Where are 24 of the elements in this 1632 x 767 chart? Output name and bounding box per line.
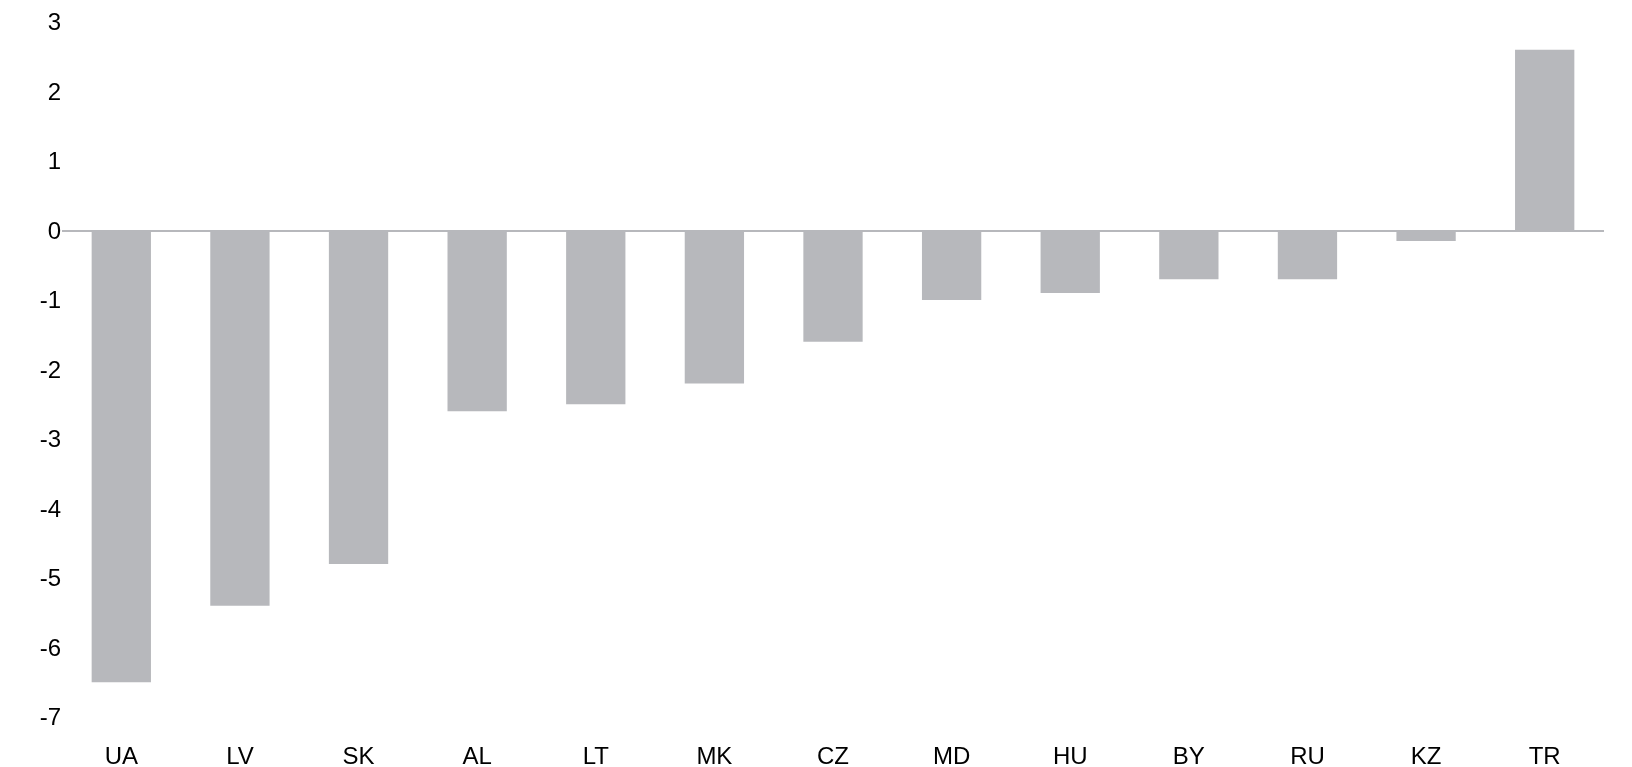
y-tick-label: -3 bbox=[39, 425, 61, 453]
y-tick-label: -4 bbox=[39, 494, 61, 522]
y-tick-label: -6 bbox=[39, 633, 61, 661]
y-tick-label: -1 bbox=[39, 286, 61, 314]
x-tick-label: BY bbox=[1172, 742, 1205, 767]
x-tick-label: RU bbox=[1290, 742, 1325, 767]
x-tick-label: MK bbox=[696, 742, 733, 767]
x-tick-label: HU bbox=[1052, 742, 1088, 767]
y-tick-label: 3 bbox=[47, 8, 61, 36]
x-tick-label: UA bbox=[104, 742, 138, 767]
y-tick-label: 2 bbox=[47, 77, 61, 105]
x-tick-label: TR bbox=[1528, 742, 1561, 767]
x-tick-label: KZ bbox=[1410, 742, 1442, 767]
y-tick-label: 1 bbox=[47, 147, 61, 175]
y-tick-label: -5 bbox=[39, 564, 61, 592]
x-tick-label: SK bbox=[342, 742, 375, 767]
x-tick-label: LT bbox=[582, 742, 610, 767]
x-tick-label: MD bbox=[932, 742, 971, 767]
x-tick-label: AL bbox=[462, 742, 492, 767]
y-tick-label: -7 bbox=[39, 703, 61, 731]
y-tick-label: -2 bbox=[39, 355, 61, 383]
x-tick-label: CZ bbox=[817, 742, 849, 767]
y-tick-label: 0 bbox=[47, 216, 61, 244]
x-tick-label: LV bbox=[226, 742, 254, 767]
